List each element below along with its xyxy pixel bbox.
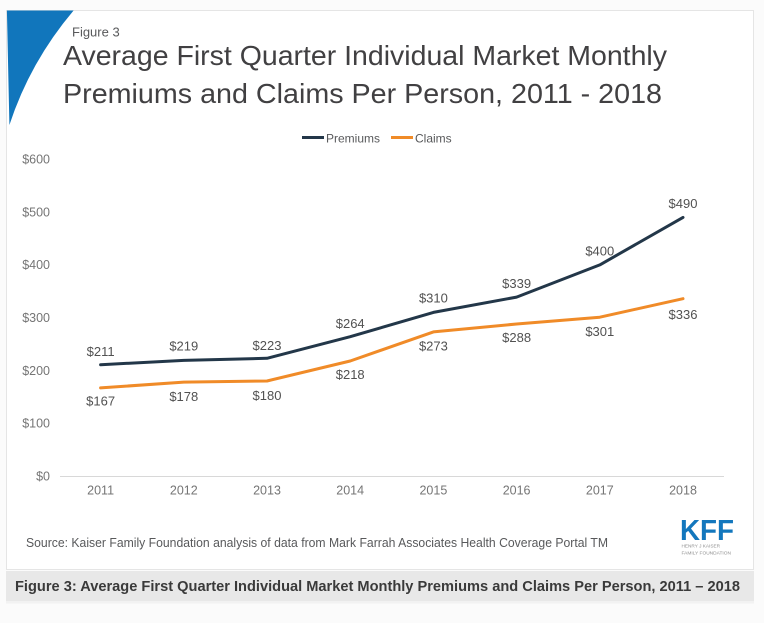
svg-text:$400: $400 [22, 258, 50, 272]
svg-text:HENRY J KAISER: HENRY J KAISER [682, 544, 721, 549]
svg-text:2012: 2012 [170, 484, 198, 498]
svg-text:$100: $100 [22, 417, 50, 431]
svg-text:$180: $180 [253, 388, 282, 403]
svg-text:$223: $223 [253, 338, 282, 353]
svg-text:$490: $490 [669, 196, 698, 211]
svg-text:2015: 2015 [419, 484, 447, 498]
svg-text:Figure 3: Figure 3 [72, 25, 120, 40]
svg-text:$0: $0 [36, 469, 50, 483]
svg-text:Claims: Claims [415, 132, 452, 146]
svg-text:$264: $264 [336, 316, 365, 331]
svg-text:$211: $211 [87, 344, 115, 359]
svg-text:$200: $200 [22, 364, 50, 378]
svg-text:2014: 2014 [336, 484, 364, 498]
svg-text:2016: 2016 [503, 484, 531, 498]
svg-text:Source: Kaiser Family Foundati: Source: Kaiser Family Foundation analysi… [26, 535, 608, 550]
svg-text:2013: 2013 [253, 484, 281, 498]
svg-text:$310: $310 [419, 291, 448, 306]
svg-text:Premiums: Premiums [326, 132, 380, 146]
svg-text:$300: $300 [22, 311, 50, 325]
svg-text:$218: $218 [336, 367, 365, 382]
svg-text:Premiums and Claims Per Person: Premiums and Claims Per Person, 2011 - 2… [63, 78, 662, 109]
svg-text:$178: $178 [169, 389, 198, 404]
svg-text:$400: $400 [585, 244, 614, 259]
svg-text:$288: $288 [502, 330, 531, 345]
svg-text:FAMILY FOUNDATION: FAMILY FOUNDATION [682, 551, 732, 556]
svg-text:$301: $301 [585, 324, 614, 339]
svg-text:2018: 2018 [669, 484, 697, 498]
svg-text:$600: $600 [22, 153, 50, 167]
svg-text:$336: $336 [669, 307, 698, 322]
svg-text:$273: $273 [419, 338, 448, 353]
svg-text:$339: $339 [502, 276, 531, 291]
svg-text:$167: $167 [86, 394, 115, 409]
svg-text:KFF: KFF [680, 515, 734, 547]
svg-text:$500: $500 [22, 206, 50, 220]
svg-text:Average First Quarter Individu: Average First Quarter Individual Market … [63, 40, 667, 71]
svg-text:$219: $219 [169, 338, 198, 353]
svg-text:Figure 3: Average First Quarte: Figure 3: Average First Quarter Individu… [15, 579, 740, 595]
svg-text:2017: 2017 [586, 484, 614, 498]
svg-text:2011: 2011 [87, 484, 114, 498]
